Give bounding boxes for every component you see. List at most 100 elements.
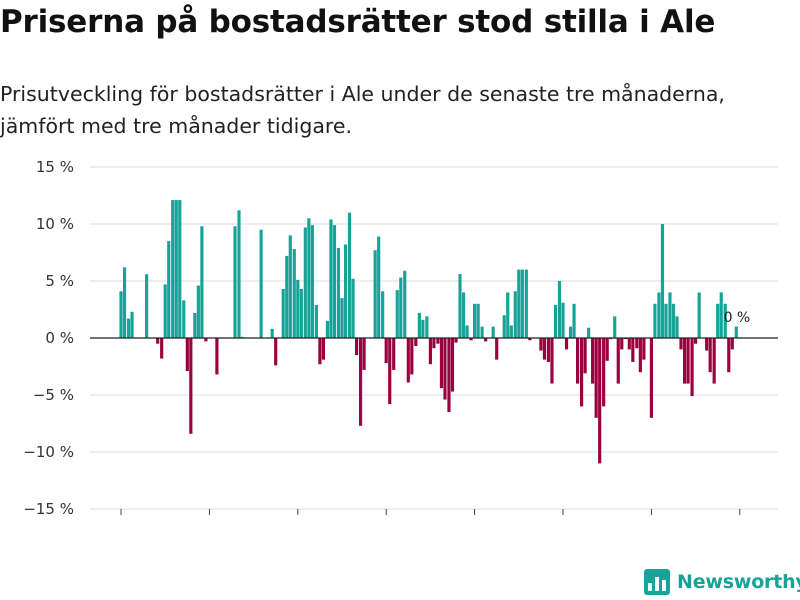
bar bbox=[517, 269, 521, 338]
bar bbox=[550, 338, 554, 384]
bar bbox=[122, 267, 127, 338]
bar bbox=[332, 225, 337, 338]
y-tick-label: −10 % bbox=[23, 443, 74, 461]
bar bbox=[189, 338, 193, 434]
bar bbox=[542, 338, 547, 360]
bar bbox=[454, 338, 458, 343]
bar bbox=[259, 229, 263, 338]
bar bbox=[557, 281, 562, 338]
bar bbox=[660, 224, 665, 338]
grid-lines bbox=[90, 166, 778, 510]
bar bbox=[594, 338, 598, 418]
bar bbox=[657, 292, 661, 338]
bar bbox=[171, 200, 175, 338]
bar bbox=[520, 269, 524, 338]
brand: Newsworthy bbox=[644, 569, 800, 595]
y-axis: 15 % 10 % 5 % 0 % −5 % −10 % −15 % bbox=[23, 158, 74, 518]
bar bbox=[719, 292, 723, 338]
bar bbox=[336, 247, 341, 338]
bar bbox=[553, 304, 558, 338]
bar bbox=[237, 210, 241, 338]
price-change-bar-chart: 15 %10 %5 %0 %−5 %−10 %−15 % 20122014201… bbox=[23, 158, 778, 525]
bar bbox=[727, 338, 731, 373]
bar bbox=[351, 278, 355, 338]
bar bbox=[458, 274, 462, 338]
bar bbox=[613, 316, 617, 338]
bar bbox=[671, 303, 676, 338]
bar bbox=[476, 303, 480, 338]
bar bbox=[392, 338, 396, 370]
bar bbox=[358, 338, 363, 426]
bar bbox=[708, 338, 712, 373]
bar bbox=[303, 227, 307, 338]
bar bbox=[406, 338, 410, 383]
bar bbox=[568, 326, 573, 338]
bar bbox=[653, 303, 657, 338]
bar bbox=[506, 292, 510, 338]
x-axis: 2012 2014 2016 2018 2020 2022 2024 2026 bbox=[102, 509, 759, 525]
page-subtitle: Prisutveckling för bostadsrätter i Ale u… bbox=[0, 82, 725, 138]
bar bbox=[528, 338, 532, 341]
x-tick-label: 2018 bbox=[367, 523, 405, 525]
bar bbox=[443, 338, 447, 400]
bar bbox=[381, 291, 385, 338]
bar bbox=[734, 326, 738, 338]
y-tick-label: 15 % bbox=[36, 158, 74, 176]
bar bbox=[432, 338, 436, 349]
bar bbox=[631, 338, 635, 362]
bar bbox=[491, 326, 495, 338]
bar bbox=[343, 244, 348, 338]
bar bbox=[296, 279, 300, 338]
bar bbox=[126, 318, 131, 338]
bar bbox=[587, 327, 591, 338]
bar bbox=[215, 338, 219, 375]
bar bbox=[620, 338, 624, 350]
x-tick-label: 2014 bbox=[190, 523, 228, 525]
bar bbox=[436, 338, 440, 344]
bar bbox=[439, 338, 444, 389]
bar bbox=[130, 311, 134, 338]
bar bbox=[414, 338, 418, 346]
bar bbox=[145, 274, 149, 338]
bar bbox=[480, 326, 484, 338]
bar bbox=[421, 319, 425, 338]
bar bbox=[399, 277, 403, 338]
bar bbox=[321, 338, 326, 360]
latest-value-label: 0 % bbox=[724, 310, 751, 326]
bar bbox=[185, 338, 189, 372]
bar bbox=[318, 338, 322, 365]
bar bbox=[649, 338, 653, 418]
bar bbox=[428, 338, 432, 365]
bar bbox=[572, 303, 576, 338]
bar bbox=[564, 338, 569, 350]
bar bbox=[524, 269, 528, 338]
bar bbox=[546, 338, 550, 362]
x-tick-label: 2024 bbox=[632, 523, 670, 525]
bar bbox=[484, 338, 488, 342]
bar bbox=[697, 292, 701, 338]
bar bbox=[664, 303, 668, 338]
bar bbox=[292, 249, 296, 338]
bar bbox=[285, 255, 289, 338]
bar bbox=[579, 338, 584, 407]
bar bbox=[450, 338, 455, 392]
bar bbox=[495, 338, 499, 360]
bar bbox=[417, 312, 421, 338]
bar bbox=[347, 212, 352, 338]
bar bbox=[591, 338, 595, 384]
bar bbox=[473, 303, 477, 338]
bar bbox=[340, 298, 344, 338]
bar bbox=[712, 338, 716, 384]
bar bbox=[174, 200, 178, 338]
bar bbox=[274, 338, 278, 366]
bar bbox=[178, 200, 182, 338]
bar bbox=[461, 292, 466, 338]
y-tick-label: −5 % bbox=[33, 386, 74, 404]
x-tick-label: 2012 bbox=[102, 523, 140, 525]
bar bbox=[690, 338, 694, 397]
bar bbox=[576, 338, 580, 384]
x-tick-label: 2022 bbox=[544, 523, 582, 525]
bar bbox=[377, 236, 381, 338]
bar bbox=[362, 338, 366, 370]
bar bbox=[465, 325, 469, 338]
